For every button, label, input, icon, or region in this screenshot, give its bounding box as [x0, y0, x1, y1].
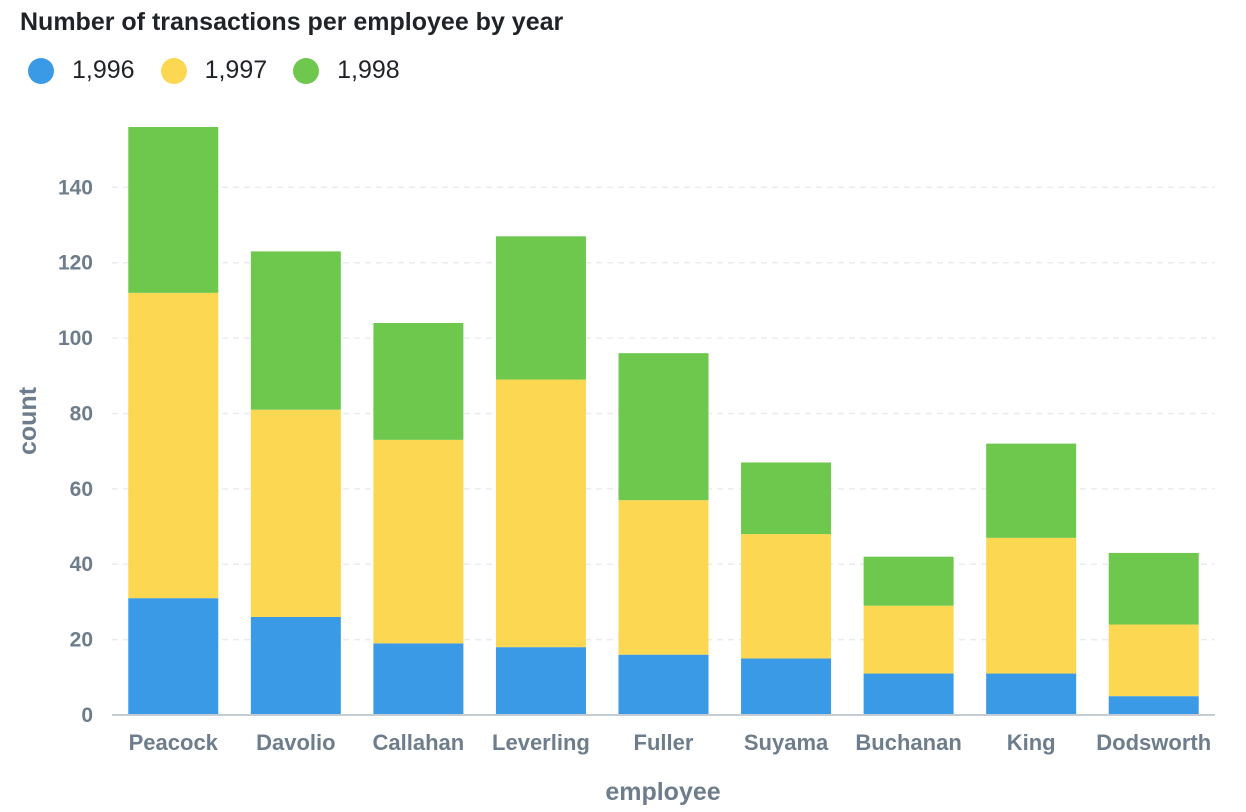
legend-label: 1,998: [337, 56, 400, 84]
bar-segment[interactable]: [250, 409, 341, 617]
bar-segment[interactable]: [986, 443, 1077, 538]
bar-segment[interactable]: [373, 323, 464, 440]
x-tick-label: Suyama: [744, 730, 829, 755]
bar-segment[interactable]: [1108, 696, 1199, 715]
bar-segment[interactable]: [618, 353, 709, 501]
x-tick-label: Peacock: [129, 730, 219, 755]
bar-segment[interactable]: [250, 617, 341, 715]
y-tick-label: 20: [70, 629, 93, 652]
x-axis-ticks: Peacock Davolio Callahan Leverling Fuller Suy…: [129, 730, 1212, 755]
bar-segment[interactable]: [128, 598, 219, 715]
y-axis-ticks: 0 20 40 60 80 100 120 140: [58, 176, 93, 727]
legend-swatch: [293, 57, 320, 84]
y-tick-label: 120: [58, 252, 93, 275]
x-tick-label: Leverling: [492, 730, 590, 755]
bar-segment[interactable]: [741, 534, 832, 659]
x-tick-label: Dodsworth: [1096, 730, 1211, 755]
legend-label: 1,997: [204, 56, 268, 84]
x-tick-label: Fuller: [634, 730, 694, 755]
bar-segment[interactable]: [986, 673, 1077, 715]
legend-swatch: [160, 57, 187, 84]
bar-segment[interactable]: [618, 654, 709, 715]
x-tick-label: Davolio: [256, 730, 335, 755]
x-axis-label: employee: [605, 778, 720, 806]
y-tick-label: 140: [58, 176, 93, 199]
bar-segment[interactable]: [863, 605, 954, 674]
y-tick-label: 80: [70, 402, 93, 425]
legend-item[interactable]: 1,997: [160, 56, 268, 85]
bar-segment[interactable]: [495, 379, 586, 648]
legend-label: 1,996: [72, 56, 135, 84]
bar-segment[interactable]: [863, 673, 954, 715]
y-tick-label: 100: [58, 327, 93, 350]
bar-segment[interactable]: [128, 292, 219, 599]
legend-item[interactable]: 1,998: [293, 56, 400, 85]
bar-segment[interactable]: [495, 647, 586, 715]
bar-segment[interactable]: [1108, 552, 1199, 625]
bar-segment[interactable]: [250, 251, 341, 410]
legend-swatch: [28, 57, 54, 84]
bar-segment[interactable]: [1108, 624, 1199, 697]
x-tick-label: King: [1007, 730, 1056, 755]
bar-segment[interactable]: [373, 643, 464, 715]
chart-title: Number of transactions per employee by y…: [20, 8, 564, 36]
bar-segment[interactable]: [495, 236, 586, 380]
legend-item[interactable]: 1,996: [28, 56, 135, 85]
y-tick-label: 40: [70, 553, 93, 576]
bar-segment[interactable]: [618, 500, 709, 655]
bar-segment[interactable]: [741, 462, 832, 535]
y-tick-label: 0: [81, 704, 93, 727]
bars: [128, 127, 1199, 715]
y-tick-label: 60: [70, 478, 93, 501]
bar-segment[interactable]: [741, 658, 832, 715]
bar-segment[interactable]: [373, 439, 464, 644]
bar-segment[interactable]: [986, 537, 1077, 674]
bar-segment[interactable]: [128, 127, 219, 293]
x-tick-label: Buchanan: [855, 730, 961, 755]
x-tick-label: Callahan: [373, 730, 465, 755]
y-axis-label: count: [14, 386, 42, 455]
bar-segment[interactable]: [863, 556, 954, 606]
legend: 1,996 1,997 1,998: [28, 56, 426, 85]
